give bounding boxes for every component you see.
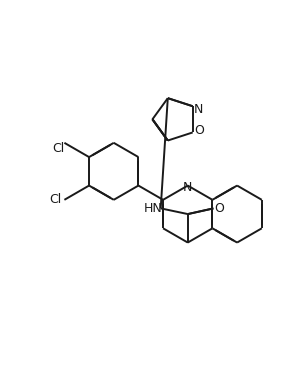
Text: Cl: Cl — [52, 142, 64, 156]
Text: N: N — [183, 181, 192, 194]
Text: Cl: Cl — [49, 193, 61, 206]
Text: N: N — [194, 103, 204, 116]
Text: O: O — [194, 124, 204, 137]
Text: HN: HN — [144, 202, 162, 215]
Text: O: O — [215, 202, 224, 215]
